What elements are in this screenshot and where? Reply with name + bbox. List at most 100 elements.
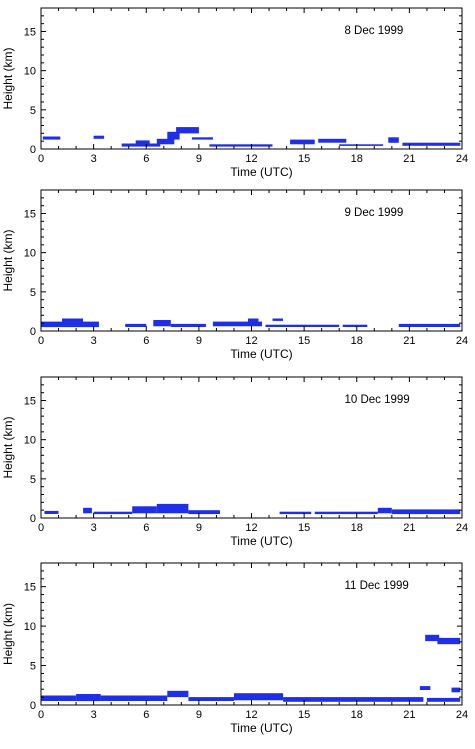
x-tick-label: 21 <box>403 335 415 347</box>
y-tick-label: 5 <box>30 474 36 486</box>
y-axis: 0 5 10 15 Height (km) <box>1 376 462 525</box>
cloud-return-point <box>339 144 384 146</box>
cloud-return-point <box>426 697 461 702</box>
cloud-return-point <box>44 510 59 514</box>
cloud-return-point <box>377 507 392 514</box>
x-tick-label: 3 <box>91 335 97 347</box>
y-tick-label: 5 <box>30 661 36 673</box>
x-axis: 0 3 6 9 12 15 18 21 24 Time (UTC) <box>38 190 468 361</box>
x-tick-label: 18 <box>351 153 363 165</box>
y-axis: 0 5 10 15 Height (km) <box>1 562 462 712</box>
x-tick-label: 24 <box>456 522 468 534</box>
x-tick-label: 0 <box>38 522 44 534</box>
panel-3: 0 3 6 9 12 15 18 21 24 Time (UTC) 0 5 10 15 Height (km… <box>1 376 468 548</box>
y-tick-label: 10 <box>24 621 36 633</box>
cloud-return-point <box>125 323 147 327</box>
cloud-return-point <box>391 509 461 515</box>
cloud-returns <box>41 634 461 702</box>
x-tick-label: 6 <box>143 709 149 721</box>
cloud-return-point <box>132 506 157 514</box>
panel-date-label: 9 Dec 1999 <box>344 207 403 219</box>
y-tick-label: 10 <box>24 248 36 260</box>
y-tick-label: 10 <box>24 66 36 78</box>
x-tick-label: 0 <box>38 335 44 347</box>
cloud-return-point <box>62 318 83 324</box>
y-tick-label: 15 <box>24 27 36 39</box>
y-tick-label: 15 <box>24 396 36 408</box>
panel-2: 0 3 6 9 12 15 18 21 24 Time (UTC) 0 5 10 15 Height (km… <box>1 189 468 361</box>
x-tick-label: 18 <box>351 709 363 721</box>
panel-date-label: 11 Dec 1999 <box>344 580 408 592</box>
y-tick-label: 10 <box>24 435 36 447</box>
cloud-return-point <box>93 135 105 139</box>
cloud-return-point <box>41 695 77 701</box>
x-tick-label: 12 <box>245 522 257 534</box>
x-tick-label: 3 <box>91 709 97 721</box>
y-tick-label: 0 <box>30 326 36 338</box>
x-tick-label: 15 <box>298 335 310 347</box>
x-tick-label: 3 <box>91 522 97 534</box>
y-tick-label: 5 <box>30 105 36 117</box>
x-axis: 0 3 6 9 12 15 18 21 24 Time (UTC) <box>38 377 468 548</box>
cloud-return-point <box>318 138 347 143</box>
cloud-return-point <box>342 324 368 327</box>
cloud-return-point <box>188 510 220 515</box>
y-tick-label: 5 <box>30 287 36 299</box>
cloud-returns <box>44 503 461 515</box>
x-tick-label: 9 <box>196 153 202 165</box>
x-tick-label: 24 <box>456 335 468 347</box>
x-axis: 0 3 6 9 12 15 18 21 24 Time (UTC) <box>38 8 468 179</box>
cloud-return-point <box>41 321 99 328</box>
cloud-return-point <box>314 511 378 515</box>
x-tick-label: 21 <box>403 522 415 534</box>
y-axis: 0 5 10 15 Height (km) <box>1 189 462 338</box>
x-tick-label: 12 <box>245 153 257 165</box>
x-tick-label: 12 <box>245 709 257 721</box>
cloud-return-point <box>398 323 461 327</box>
y-tick-label: 15 <box>24 209 36 221</box>
x-tick-label: 9 <box>196 522 202 534</box>
cloud-return-point <box>265 324 340 327</box>
cloud-return-point <box>135 140 150 145</box>
panel-date-label: 10 Dec 1999 <box>344 394 409 406</box>
cloud-returns <box>41 318 461 328</box>
cloud-return-point <box>437 637 461 645</box>
cloud-return-point <box>176 127 199 134</box>
x-axis-label: Time (UTC) <box>230 534 292 548</box>
cloud-return-point <box>248 318 259 323</box>
cloud-return-point <box>283 697 424 702</box>
x-tick-label: 9 <box>196 335 202 347</box>
cloud-return-point <box>188 697 234 701</box>
cloud-return-point <box>388 137 399 143</box>
cloud-return-point <box>76 694 101 702</box>
x-tick-label: 6 <box>143 335 149 347</box>
x-axis-label: Time (UTC) <box>230 347 292 361</box>
x-tick-label: 12 <box>245 335 257 347</box>
y-axis-label: Height (km) <box>1 229 15 291</box>
x-tick-label: 15 <box>298 522 310 534</box>
x-axis-label: Time (UTC) <box>230 721 292 735</box>
x-tick-label: 18 <box>351 522 363 534</box>
cloud-return-point <box>167 690 189 698</box>
cloud-return-point <box>170 323 206 327</box>
x-tick-label: 9 <box>196 709 202 721</box>
cloud-return-point <box>167 131 180 140</box>
cloud-return-point <box>42 136 61 140</box>
cloud-return-point <box>419 686 431 690</box>
y-axis-label: Height (km) <box>1 47 15 109</box>
cloud-return-point <box>156 503 189 514</box>
x-axis-label: Time (UTC) <box>230 165 292 179</box>
panel-date-label: 8 Dec 1999 <box>344 25 403 37</box>
panel-4: 0 3 6 9 12 15 18 21 24 Time (UTC) 0 5 10 15 Height (km… <box>1 562 468 735</box>
x-tick-label: 3 <box>91 153 97 165</box>
cloud-return-point <box>100 695 168 701</box>
cloud-return-point <box>290 139 315 145</box>
x-tick-label: 0 <box>38 153 44 165</box>
cloud-return-point <box>153 320 171 327</box>
cloud-return-point <box>402 142 461 146</box>
x-tick-label: 21 <box>403 153 415 165</box>
x-axis: 0 3 6 9 12 15 18 21 24 Time (UTC) <box>38 563 468 735</box>
cloud-return-point <box>93 511 133 515</box>
x-tick-label: 24 <box>456 709 468 721</box>
